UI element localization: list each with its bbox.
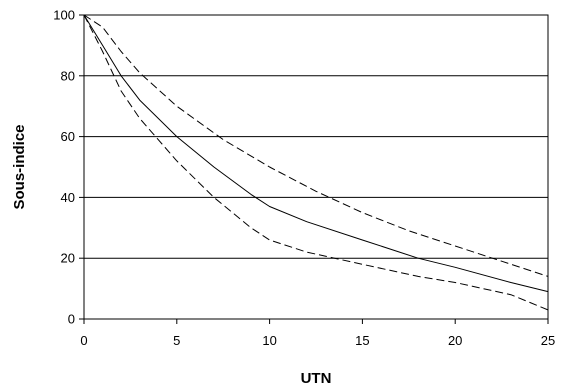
x-tick-label: 25 xyxy=(541,333,555,348)
series-line-lower-bound xyxy=(83,14,549,311)
x-axis-title: UTN xyxy=(301,370,332,387)
series-line-upper-bound xyxy=(83,14,549,277)
series-line-middle xyxy=(83,14,549,293)
y-axis-title: Sous-indice xyxy=(11,124,28,209)
y-tick-label: 100 xyxy=(53,8,75,23)
y-tick-label: 20 xyxy=(61,251,75,266)
grid-layer xyxy=(84,75,548,259)
y-tick-label: 80 xyxy=(61,68,75,83)
y-tick-label: 0 xyxy=(68,312,75,327)
y-tick-label: 40 xyxy=(61,190,75,205)
x-tick-label: 10 xyxy=(262,333,276,348)
tick-layer: 0 20 40 60 80 100 0 5 10 15 20 25 xyxy=(53,8,555,349)
x-tick-label: 20 xyxy=(448,333,462,348)
plot-frame xyxy=(83,14,549,320)
x-tick-label: 5 xyxy=(173,333,180,348)
y-tick-label: 60 xyxy=(61,129,75,144)
series-layer xyxy=(83,14,549,311)
x-tick-label: 15 xyxy=(355,333,369,348)
x-tick-label: 0 xyxy=(80,333,87,348)
